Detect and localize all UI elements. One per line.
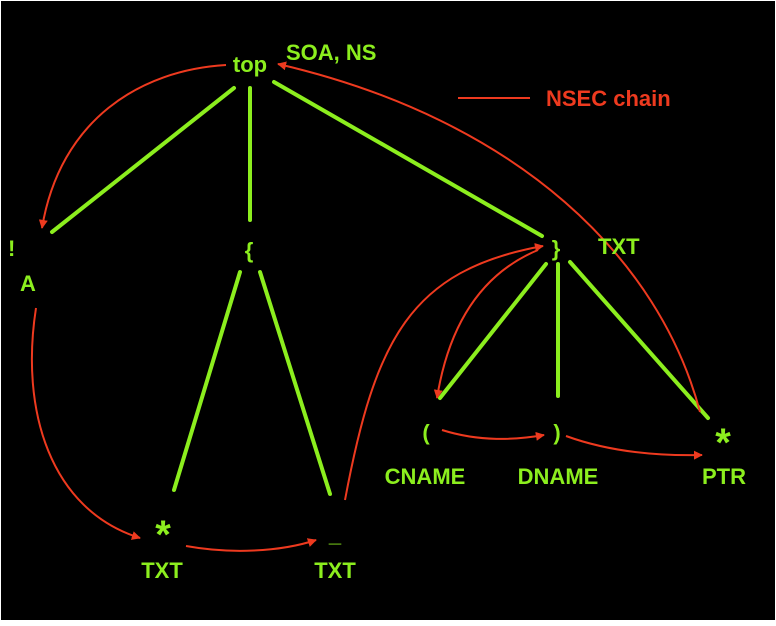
edge-top-bang — [50, 86, 236, 234]
edge-rbrace-star2 — [568, 260, 710, 420]
nsec-arrow-star1-underscore — [185, 538, 317, 552]
edge-top-rbrace — [272, 80, 544, 238]
node-top-name: top — [233, 52, 267, 77]
nsec-arrow-underscore-rbrace — [344, 243, 544, 501]
nsec-arrow-top-bang — [38, 64, 227, 229]
legend-label: NSEC chain — [546, 86, 671, 111]
legend: NSEC chain — [458, 86, 671, 111]
node-lparen-name: ( — [422, 420, 430, 445]
node-star2-records: PTR — [702, 464, 746, 489]
node-lparen-records: CNAME — [385, 464, 466, 489]
node-labels: top SOA, NS ! A { } TXT * TXT _ TXT ( CN… — [8, 40, 746, 583]
node-rbrace-records: TXT — [598, 234, 640, 259]
edge-lbrace-underscore — [258, 270, 332, 496]
node-star1-name: * — [155, 513, 171, 557]
node-star1-records: TXT — [141, 558, 183, 583]
nsec-arrow-lparen-rparen — [441, 429, 545, 441]
nsec-chain — [30, 61, 703, 552]
node-star2-name: * — [715, 421, 731, 465]
nsec-arrow-rbrace-lparen — [433, 249, 539, 399]
nsec-arrow-rparen-star2 — [565, 435, 703, 460]
node-underscore-name: _ — [328, 522, 342, 547]
nsec-arrow-bang-star1 — [30, 307, 141, 540]
node-rparen-name: ) — [553, 420, 560, 445]
node-underscore-records: TXT — [314, 558, 356, 583]
nsec-arrow-star2-top — [277, 61, 701, 413]
edge-rbrace-lparen — [438, 262, 548, 400]
node-lbrace-name: { — [245, 238, 254, 263]
node-bang-name: ! — [8, 236, 15, 261]
tree-edges — [50, 80, 710, 496]
node-rbrace-name: } — [552, 236, 561, 261]
edge-lbrace-star1 — [172, 270, 242, 492]
node-rparen-records: DNAME — [518, 464, 599, 489]
node-bang-records: A — [20, 271, 36, 296]
node-top-records: SOA, NS — [286, 40, 376, 65]
